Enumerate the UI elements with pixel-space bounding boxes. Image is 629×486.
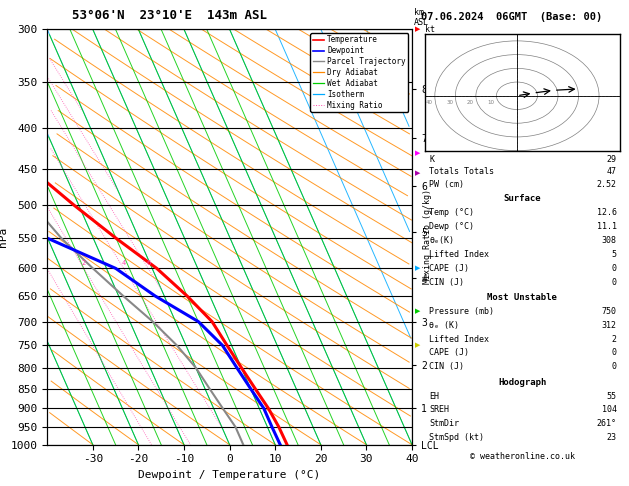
Text: θₑ (K): θₑ (K) <box>430 321 459 330</box>
Text: 12.6: 12.6 <box>597 208 616 217</box>
Text: StmDir: StmDir <box>430 419 459 428</box>
Text: 2: 2 <box>82 260 86 266</box>
Text: ▶: ▶ <box>415 150 421 156</box>
Text: 0: 0 <box>611 278 616 287</box>
Text: 0: 0 <box>611 363 616 371</box>
Legend: Temperature, Dewpoint, Parcel Trajectory, Dry Adiabat, Wet Adiabat, Isotherm, Mi: Temperature, Dewpoint, Parcel Trajectory… <box>311 33 408 112</box>
Text: Dewp (°C): Dewp (°C) <box>430 222 474 231</box>
Text: 261°: 261° <box>597 419 616 428</box>
Text: 0: 0 <box>611 264 616 273</box>
Text: ▶: ▶ <box>415 309 421 314</box>
Text: 5: 5 <box>611 250 616 259</box>
Text: PW (cm): PW (cm) <box>430 180 464 189</box>
Text: θₑ(K): θₑ(K) <box>430 236 455 245</box>
Text: © weatheronline.co.uk: © weatheronline.co.uk <box>470 452 574 461</box>
Text: ▶: ▶ <box>415 265 421 271</box>
Text: 308: 308 <box>602 236 616 245</box>
Text: CAPE (J): CAPE (J) <box>430 264 469 273</box>
Text: CAPE (J): CAPE (J) <box>430 348 469 358</box>
Text: 11.1: 11.1 <box>597 222 616 231</box>
Text: km
ASL: km ASL <box>414 8 429 27</box>
Text: 6: 6 <box>146 260 150 266</box>
Text: 0: 0 <box>611 348 616 358</box>
Text: StmSpd (kt): StmSpd (kt) <box>430 433 484 442</box>
Text: 2.52: 2.52 <box>597 180 616 189</box>
Text: Temp (°C): Temp (°C) <box>430 208 474 217</box>
Text: SREH: SREH <box>430 405 450 415</box>
Text: ▶: ▶ <box>415 170 421 176</box>
Text: CIN (J): CIN (J) <box>430 278 464 287</box>
Text: 23: 23 <box>607 433 616 442</box>
Text: EH: EH <box>430 392 440 400</box>
Text: Most Unstable: Most Unstable <box>487 293 557 302</box>
Text: 30: 30 <box>447 100 454 105</box>
Y-axis label: hPa: hPa <box>0 227 8 247</box>
Text: 29: 29 <box>607 155 616 164</box>
Text: 53°06'N  23°10'E  143m ASL: 53°06'N 23°10'E 143m ASL <box>72 9 267 22</box>
Text: Hodograph: Hodograph <box>498 378 546 387</box>
Text: 312: 312 <box>602 321 616 330</box>
Text: 07.06.2024  06GMT  (Base: 00): 07.06.2024 06GMT (Base: 00) <box>421 12 603 22</box>
Text: 10: 10 <box>487 100 494 105</box>
Text: Lifted Index: Lifted Index <box>430 250 489 259</box>
Text: ▶: ▶ <box>415 26 421 32</box>
Text: 104: 104 <box>602 405 616 415</box>
Text: 2: 2 <box>611 334 616 344</box>
Text: 47: 47 <box>607 167 616 176</box>
Text: 4: 4 <box>121 260 126 266</box>
Text: 55: 55 <box>607 392 616 400</box>
Text: kt: kt <box>425 25 435 34</box>
Text: Pressure (mb): Pressure (mb) <box>430 307 494 316</box>
Text: Mixing Ratio (g/kg): Mixing Ratio (g/kg) <box>423 190 432 284</box>
Text: ▶: ▶ <box>415 343 421 348</box>
Text: Surface: Surface <box>503 194 541 203</box>
Text: CIN (J): CIN (J) <box>430 363 464 371</box>
Text: Lifted Index: Lifted Index <box>430 334 489 344</box>
Text: 750: 750 <box>602 307 616 316</box>
Text: 40: 40 <box>426 100 433 105</box>
Text: 20: 20 <box>467 100 474 105</box>
X-axis label: Dewpoint / Temperature (°C): Dewpoint / Temperature (°C) <box>138 470 321 480</box>
Text: K: K <box>430 155 435 164</box>
Text: Totals Totals: Totals Totals <box>430 167 494 176</box>
